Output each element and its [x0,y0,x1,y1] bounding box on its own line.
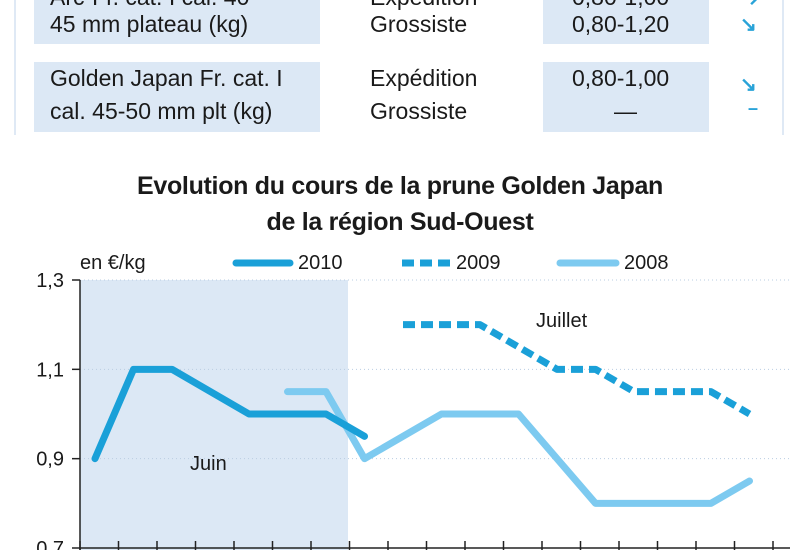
y-tick-label: 0,7 [36,538,64,550]
stage-label: Grossiste [370,98,468,124]
annotation-july: Juillet [536,310,588,332]
legend-label: 2008 [624,252,669,274]
stage-label: Expédition [370,65,478,91]
price-value: 0,80-1,20 [572,11,670,37]
chart-title: de la région Sud-Ouest [266,208,534,236]
series-line-2010 [91,365,368,463]
product-line: Arc-Fr. cat. I cal. 40- [50,0,257,13]
stage-label: Expédition [370,0,477,13]
price-value: — [614,98,637,124]
stage-label: Grossiste [370,11,468,37]
trend-down-icon: ↘ [740,14,757,36]
price-value: 0,80-1,00 [572,0,669,13]
table-right-rule [782,0,784,135]
legend-label: 2009 [456,252,501,274]
trend-down-icon: ↘ [740,74,757,96]
series-line-2008 [284,388,753,507]
series-line-2009 [403,321,752,418]
product-line: Golden Japan Fr. cat. I [50,65,283,91]
y-tick-label: 0,9 [36,449,64,471]
price-table: Arc-Fr. cat. I cal. 40- 45 mm plateau (k… [0,0,800,135]
y-tick-label: 1,3 [36,270,64,292]
product-line: cal. 45-50 mm plt (kg) [50,98,273,124]
y-axis-unit: en €/kg [80,252,146,274]
legend-label: 2010 [298,252,343,274]
table-left-rule [14,0,16,135]
annotation-june: Juin [190,453,227,475]
chart-title: Evolution du cours de la prune Golden Ja… [136,172,664,200]
price-value: 0,80-1,00 [572,65,670,91]
price-cell [543,62,709,132]
product-cell [34,0,320,44]
product-line: 45 mm plateau (kg) [50,11,249,37]
price-cell [543,0,709,44]
product-cell [34,62,320,132]
y-tick-label: 1,1 [36,359,64,381]
trend-up-icon: ↗ [748,0,765,11]
trend-stable-icon: – [748,98,759,118]
